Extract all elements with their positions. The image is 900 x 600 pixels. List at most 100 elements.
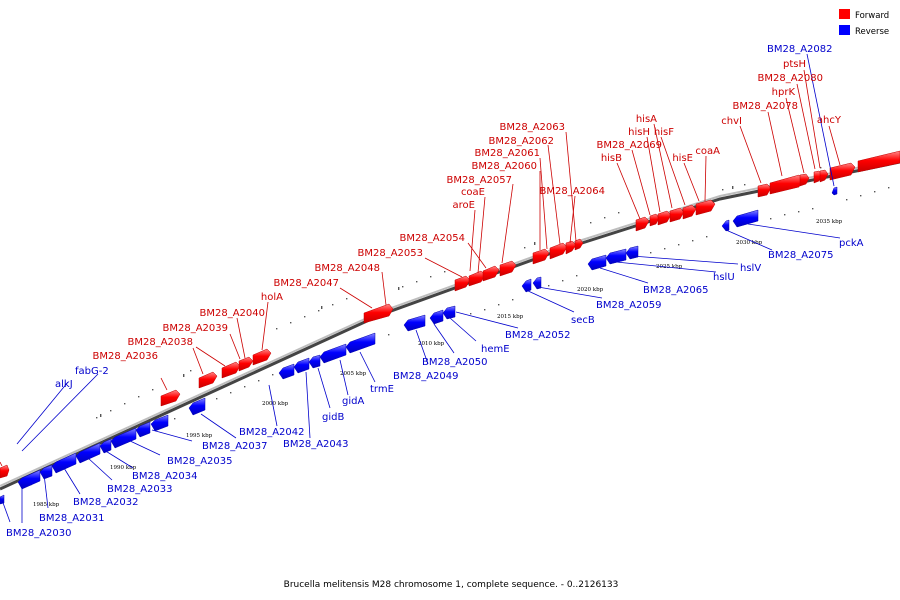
gene-label[interactable]: BM28_A2039: [162, 323, 228, 334]
reverse-gene[interactable]: [345, 332, 376, 354]
gene-label[interactable]: aroE: [453, 200, 475, 211]
gene-label[interactable]: gidB: [322, 412, 344, 423]
reverse-gene[interactable]: [17, 469, 41, 490]
gene-label[interactable]: ptsH: [783, 59, 806, 70]
reverse-gene[interactable]: [442, 305, 456, 320]
gene-label[interactable]: BM28_A2048: [314, 263, 380, 274]
reverse-gene[interactable]: [532, 276, 542, 290]
reverse-gene[interactable]: [99, 438, 112, 454]
reverse-gene[interactable]: [293, 357, 310, 374]
gene-label[interactable]: BM28_A2078: [732, 101, 798, 112]
reverse-gene[interactable]: [110, 427, 137, 449]
gene-label[interactable]: BM28_A2047: [273, 278, 339, 289]
gene-label[interactable]: fabG-2: [75, 366, 109, 377]
gene-label[interactable]: BM28_A2069: [596, 140, 662, 151]
gene-label[interactable]: BM28_A2054: [399, 233, 465, 244]
reverse-gene[interactable]: [51, 452, 77, 474]
forward-gene[interactable]: [635, 216, 650, 232]
gene-label[interactable]: holA: [261, 292, 283, 303]
forward-gene[interactable]: [549, 242, 568, 260]
gene-label[interactable]: BM28_A2063: [499, 122, 565, 133]
reverse-gene[interactable]: [278, 363, 295, 380]
reverse-gene[interactable]: [732, 209, 759, 228]
gene-label[interactable]: alkJ: [55, 379, 73, 390]
forward-gene[interactable]: [499, 260, 517, 277]
forward-gene[interactable]: [482, 265, 500, 282]
gene-label[interactable]: BM28_A2035: [167, 456, 233, 467]
reverse-gene[interactable]: [135, 421, 151, 438]
gene-label[interactable]: BM28_A2064: [539, 186, 605, 197]
reverse-gene[interactable]: [39, 464, 53, 480]
forward-gene[interactable]: [649, 213, 660, 227]
gene-label[interactable]: hisH: [628, 127, 650, 138]
gene-label[interactable]: BM28_A2052: [505, 330, 571, 341]
gene-label[interactable]: hslU: [713, 272, 735, 283]
forward-gene[interactable]: [574, 238, 584, 251]
gene-label[interactable]: hisF: [654, 127, 674, 138]
reverse-gene[interactable]: [403, 314, 426, 332]
gene-label[interactable]: gidA: [342, 396, 364, 407]
forward-gene[interactable]: [160, 389, 181, 407]
gene-label[interactable]: BM28_A2059: [596, 300, 662, 311]
forward-gene[interactable]: [757, 183, 772, 198]
reverse-gene[interactable]: [721, 219, 730, 232]
gene-label[interactable]: BM28_A2034: [132, 471, 198, 482]
gene-label[interactable]: BM28_A2038: [127, 337, 193, 348]
reverse-gene[interactable]: [308, 354, 321, 369]
gene-label[interactable]: BM28_A2036: [92, 351, 158, 362]
gene-label[interactable]: trmE: [370, 384, 394, 395]
forward-gene[interactable]: [468, 270, 486, 287]
gene-label[interactable]: BM28_A2065: [643, 285, 709, 296]
forward-gene[interactable]: [799, 173, 810, 187]
gene-label[interactable]: secB: [571, 315, 595, 326]
gene-label[interactable]: BM28_A2080: [757, 73, 823, 84]
gene-label[interactable]: hprK: [772, 87, 796, 98]
gene-label[interactable]: hisB: [601, 153, 622, 164]
gene-label[interactable]: BM28_A2037: [202, 441, 268, 452]
gene-label[interactable]: hisE: [672, 153, 693, 164]
forward-gene[interactable]: [682, 204, 697, 220]
gene-label[interactable]: BM28_A2061: [474, 148, 540, 159]
forward-gene[interactable]: [221, 361, 241, 379]
forward-gene[interactable]: [657, 210, 672, 226]
forward-gene[interactable]: [0, 464, 10, 479]
reverse-gene[interactable]: [188, 397, 206, 416]
gene-label[interactable]: BM28_A2082: [767, 44, 833, 55]
gene-label[interactable]: BM28_A2075: [768, 250, 834, 261]
forward-gene[interactable]: [769, 174, 804, 195]
reverse-gene[interactable]: [521, 278, 532, 293]
forward-gene[interactable]: [532, 248, 550, 265]
forward-gene[interactable]: [669, 207, 685, 223]
gene-label[interactable]: hslV: [740, 263, 761, 274]
gene-label[interactable]: chvI: [721, 116, 742, 127]
gene-label[interactable]: BM28_A2042: [239, 427, 305, 438]
reverse-gene[interactable]: [150, 414, 169, 432]
forward-gene[interactable]: [238, 356, 254, 372]
gene-label[interactable]: BM28_A2031: [39, 513, 105, 524]
reverse-gene[interactable]: [319, 343, 347, 364]
gene-label[interactable]: BM28_A2050: [422, 357, 488, 368]
gene-label[interactable]: BM28_A2030: [6, 528, 72, 539]
gene-label[interactable]: BM28_A2043: [283, 439, 349, 450]
gene-label[interactable]: BM28_A2049: [393, 371, 459, 382]
gene-label[interactable]: hemE: [481, 344, 510, 355]
reverse-gene[interactable]: [587, 254, 607, 271]
reverse-gene[interactable]: [0, 494, 5, 505]
gene-label[interactable]: coaE: [461, 187, 485, 198]
gene-label[interactable]: ahcY: [817, 115, 842, 126]
gene-label[interactable]: BM28_A2057: [446, 175, 512, 186]
forward-gene[interactable]: [363, 303, 394, 324]
gene-label[interactable]: BM28_A2032: [73, 497, 139, 508]
reverse-gene[interactable]: [75, 442, 101, 464]
forward-gene[interactable]: [454, 275, 471, 292]
gene-label[interactable]: BM28_A2033: [107, 484, 173, 495]
forward-gene[interactable]: [198, 371, 218, 389]
gene-label[interactable]: pckA: [839, 238, 864, 249]
gene-label[interactable]: BM28_A2062: [488, 136, 554, 147]
gene-label[interactable]: hisA: [636, 114, 657, 125]
forward-gene[interactable]: [819, 169, 829, 183]
gene-label[interactable]: BM28_A2060: [471, 161, 537, 172]
forward-gene[interactable]: [252, 348, 272, 366]
reverse-gene[interactable]: [831, 186, 838, 196]
gene-label[interactable]: BM28_A2040: [199, 308, 265, 319]
